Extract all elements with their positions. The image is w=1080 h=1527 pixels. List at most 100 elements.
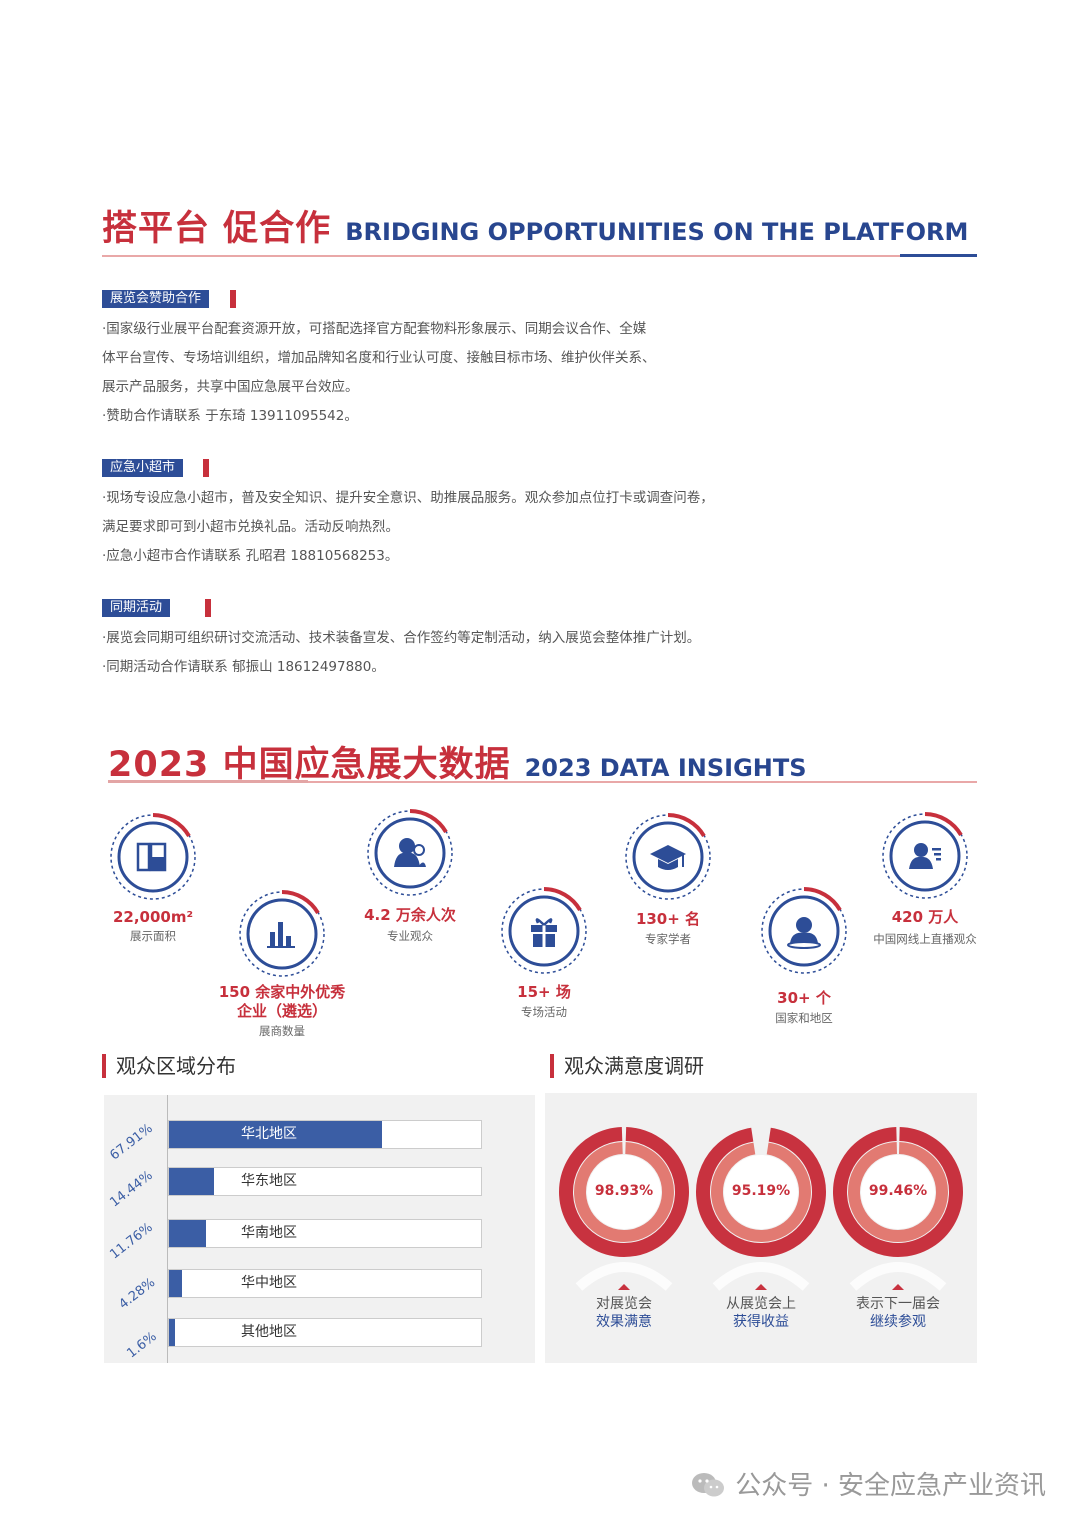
section2-title-en: 2023 DATA INSIGHTS bbox=[524, 754, 807, 782]
donut-label-line: 表示下一届会 bbox=[856, 1296, 940, 1312]
donut-value: 99.46% bbox=[868, 1183, 928, 1199]
region-bar-fill bbox=[169, 1319, 175, 1346]
stat-value: 150 余家中外优秀 企业（遴选） bbox=[202, 983, 362, 1021]
stat-label: 国家和地区 bbox=[775, 1011, 833, 1025]
stat-value-line: 4.2 万余人次 bbox=[364, 906, 456, 924]
donut-outer-arc bbox=[559, 1127, 689, 1257]
donut-label-line: 继续参观 bbox=[870, 1314, 926, 1330]
text-line: ·赞助合作请联系 于东琦 13911095542。 bbox=[102, 408, 358, 424]
wechat-icon bbox=[691, 1472, 725, 1498]
tag-concurrent-events: 同期活动 bbox=[102, 599, 171, 617]
donut-value: 95.19% bbox=[731, 1183, 791, 1199]
stat-value-line: 420 万人 bbox=[891, 908, 959, 926]
stat-label: 专业观众 bbox=[387, 929, 433, 943]
donut-inner-arc bbox=[574, 1142, 674, 1242]
stat-value-line: 企业（遴选） bbox=[236, 1002, 327, 1020]
region-bar: 华南地区 bbox=[168, 1219, 482, 1248]
stat-value: 420 万人 bbox=[845, 908, 1005, 927]
stat-value: 15+ 场 bbox=[464, 983, 624, 1002]
sponsorship-text: ·国家级行业展平台配套资源开放，可搭配选择官方配套物料形象展示、同期会议合作、全… bbox=[102, 315, 656, 431]
region-bar: 华北地区 bbox=[168, 1120, 482, 1149]
region-bar: 其他地区 bbox=[168, 1318, 482, 1347]
donut-inner-arc bbox=[848, 1142, 948, 1242]
stat-value: 22,000m² bbox=[73, 908, 233, 927]
region-bar-fill bbox=[169, 1168, 215, 1195]
region-bar: 华中地区 bbox=[168, 1269, 482, 1298]
text-line: ·展览会同期可组织研讨交流活动、技术装备宣发、合作签约等定制活动，纳入展览会整体… bbox=[102, 630, 701, 646]
section1-title: 搭平台 促合作 BRIDGING OPPORTUNITIES ON THE PLA… bbox=[102, 200, 968, 251]
region-bar-label: 其他地区 bbox=[241, 1324, 297, 1340]
section2-rule-accent bbox=[108, 780, 308, 783]
region-bar-label: 华南地区 bbox=[241, 1225, 297, 1241]
region-bar-fill bbox=[169, 1270, 183, 1297]
stat-circle bbox=[237, 889, 327, 979]
donut-inner-arc bbox=[711, 1142, 811, 1242]
stat-value-line: 15+ 场 bbox=[517, 983, 571, 1001]
section1-title-en: BRIDGING OPPORTUNITIES ON THE PLATFORM bbox=[345, 218, 969, 246]
text-line: ·现场专设应急小超市，普及安全知识、提升安全意识、助推展品服务。观众参加点位打卡… bbox=[102, 490, 714, 506]
stat-label: 专场活动 bbox=[521, 1005, 567, 1019]
footer-text: 公众号 · 安全应急产业资讯 bbox=[735, 1471, 1046, 1501]
stat-circle bbox=[759, 886, 849, 976]
stat-value-line: 130+ 名 bbox=[635, 910, 701, 928]
text-line: 满足要求即可到小超市兑换礼品。活动反响热烈。 bbox=[102, 519, 399, 535]
footer-watermark: 公众号 · 安全应急产业资讯 bbox=[691, 1465, 1046, 1502]
global-person-icon bbox=[787, 917, 821, 949]
section2-title-cn: 2023 中国应急展大数据 bbox=[108, 745, 511, 785]
donut-label: 从展览会上 获得收益 bbox=[697, 1295, 825, 1331]
donut-label: 对展览会 效果满意 bbox=[560, 1295, 688, 1331]
donut-label-line: 效果满意 bbox=[596, 1314, 652, 1330]
donut-label-line: 获得收益 bbox=[733, 1314, 789, 1330]
region-bar-fill bbox=[169, 1220, 206, 1247]
floor-plan-icon bbox=[136, 842, 167, 872]
stat-label: 展商数量 bbox=[259, 1024, 305, 1038]
section1-rule bbox=[102, 255, 977, 257]
gift-icon bbox=[531, 918, 557, 947]
region-chart-title: 观众区域分布 bbox=[102, 1054, 236, 1078]
concurrent-events-text: ·展览会同期可组织研讨交流活动、技术装备宣发、合作签约等定制活动，纳入展览会整体… bbox=[102, 624, 700, 682]
section2-rule bbox=[108, 781, 977, 783]
satisfaction-chart-title: 观众满意度调研 bbox=[550, 1054, 704, 1078]
donut-label-line: 对展览会 bbox=[596, 1296, 652, 1312]
donut-outer-arc bbox=[833, 1127, 963, 1257]
stat-label: 中国网线上直播观众 bbox=[873, 932, 977, 946]
text-line: ·应急小超市合作请联系 孔昭君 18810568253。 bbox=[102, 548, 399, 564]
tag-emergency-store: 应急小超市 bbox=[102, 459, 184, 477]
stat-circle bbox=[365, 808, 455, 898]
people-icon bbox=[394, 838, 426, 867]
tag-sponsorship: 展览会赞助合作 bbox=[102, 290, 210, 308]
stat-value-line: 30+ 个 bbox=[777, 989, 831, 1007]
stat-value-line: 22,000m² bbox=[112, 908, 194, 926]
tag-marker bbox=[205, 599, 211, 617]
stat-value: 4.2 万余人次 bbox=[330, 906, 490, 925]
tag-marker bbox=[230, 290, 236, 308]
stat-circle bbox=[880, 811, 970, 901]
stat-circle bbox=[499, 886, 589, 976]
stat-circle bbox=[623, 812, 713, 902]
satisfaction-donut bbox=[695, 1126, 827, 1300]
text-line: ·国家级行业展平台配套资源开放，可搭配选择官方配套物料形象展示、同期会议合作、全… bbox=[102, 321, 647, 337]
region-bar-label: 华中地区 bbox=[241, 1275, 297, 1291]
donut-label-line: 从展览会上 bbox=[726, 1296, 796, 1312]
tag-marker bbox=[203, 459, 209, 477]
satisfaction-donut bbox=[832, 1126, 964, 1300]
stat-value-line: 150 余家中外优秀 bbox=[218, 983, 346, 1001]
section2-title: 2023 中国应急展大数据 2023 DATA INSIGHTS bbox=[108, 736, 807, 787]
region-bar-fill bbox=[169, 1121, 383, 1148]
graduation-cap-icon bbox=[650, 845, 686, 870]
region-bar: 华东地区 bbox=[168, 1167, 482, 1196]
region-chart-axis bbox=[167, 1095, 168, 1363]
emergency-store-text: ·现场专设应急小超市，普及安全知识、提升安全意识、助推展品服务。观众参加点位打卡… bbox=[102, 484, 714, 571]
region-bar-label: 华北地区 bbox=[241, 1126, 297, 1142]
stat-value: 130+ 名 bbox=[588, 910, 748, 929]
text-line: 体平台宣传、专场培训组织，增加品牌知名度和行业认可度、接触目标市场、维护伙伴关系… bbox=[102, 350, 656, 366]
bar-chart-icon bbox=[267, 922, 295, 948]
online-viewer-icon bbox=[909, 843, 941, 869]
stat-label: 专家学者 bbox=[645, 932, 691, 946]
region-bar-label: 华东地区 bbox=[241, 1173, 297, 1189]
donut-outer-arc bbox=[696, 1127, 826, 1257]
section1-title-cn: 搭平台 促合作 bbox=[102, 209, 332, 249]
satisfaction-donut bbox=[558, 1126, 690, 1300]
section1-rule-accent bbox=[900, 254, 977, 257]
donut-value: 98.93% bbox=[594, 1183, 654, 1199]
